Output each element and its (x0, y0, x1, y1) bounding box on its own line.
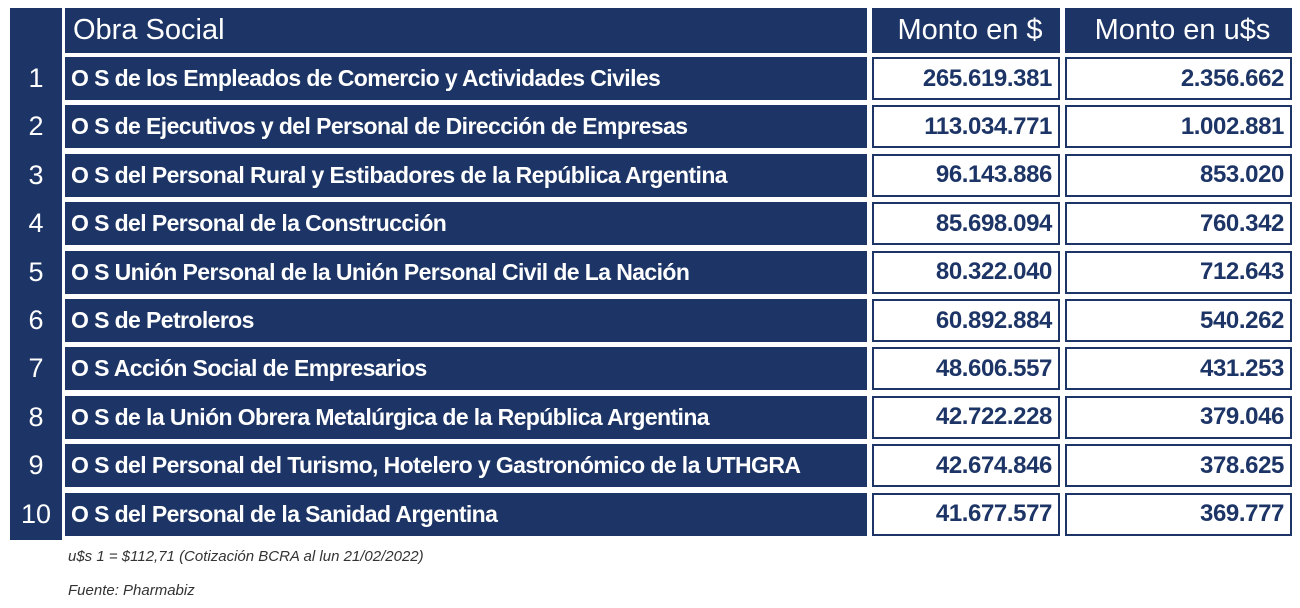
header-cell: Monto en u$s (1065, 8, 1292, 53)
row-index: 6 (28, 305, 44, 335)
footnote: u$s 1 = $112,71 (Cotización BCRA al lun … (68, 548, 424, 565)
amount-usd: 760.342 (1065, 202, 1292, 246)
row-index: 7 (28, 353, 44, 384)
amount-ars: 80.322.040 (872, 250, 1060, 294)
row-name: O S del Personal Rural y Estibadores de … (65, 153, 867, 197)
amount-usd: 2.356.662 (1065, 57, 1292, 100)
row-name: O S del Personal de la Construcción (65, 202, 867, 246)
amount-ars: 265.619.381 (872, 57, 1060, 100)
index-column (10, 8, 62, 540)
row-name: O S de los Empleados de Comercio y Activ… (65, 57, 867, 100)
footnote: Fuente: Pharmabiz (68, 582, 195, 599)
row-index: 9 (28, 450, 44, 481)
row-index: 2 (28, 111, 44, 142)
header-cell: Monto en $ (872, 8, 1060, 53)
amount-ars: 41.677.577 (872, 492, 1060, 536)
row-name: O S de Ejecutivos y del Personal de Dire… (65, 105, 867, 149)
amount-ars: 85.698.094 (872, 202, 1060, 246)
row-index: 10 (20, 498, 52, 529)
header-cell: Obra Social (65, 8, 867, 53)
row-name: O S del Personal del Turismo, Hotelero y… (65, 444, 867, 488)
amount-usd: 712.643 (1065, 250, 1292, 294)
amount-usd: 378.625 (1065, 444, 1292, 488)
row-name: O S Acción Social de Empresarios (65, 347, 867, 391)
amount-ars: 113.034.771 (872, 105, 1060, 149)
amount-usd: 540.262 (1065, 299, 1292, 342)
row-index: 8 (28, 401, 44, 432)
amount-ars: 48.606.557 (872, 347, 1060, 391)
amount-usd: 853.020 (1065, 153, 1292, 197)
amount-ars: 60.892.884 (872, 299, 1060, 342)
amount-usd: 379.046 (1065, 395, 1292, 439)
amount-ars: 96.143.886 (872, 153, 1060, 197)
row-name: O S de la Unión Obrera Metalúrgica de la… (65, 395, 867, 439)
amount-usd: 431.253 (1065, 347, 1292, 391)
amount-ars: 42.722.228 (872, 395, 1060, 439)
amount-ars: 42.674.846 (872, 444, 1060, 488)
row-name: O S Unión Personal de la Unión Personal … (65, 250, 867, 294)
row-index: 3 (28, 159, 44, 190)
row-index: 1 (28, 63, 44, 93)
amount-usd: 1.002.881 (1065, 105, 1292, 149)
amount-usd: 369.777 (1065, 492, 1292, 536)
row-name: O S del Personal de la Sanidad Argentina (65, 492, 867, 536)
row-index: 4 (28, 208, 44, 239)
row-index: 5 (28, 256, 44, 287)
row-name: O S de Petroleros (65, 299, 867, 342)
